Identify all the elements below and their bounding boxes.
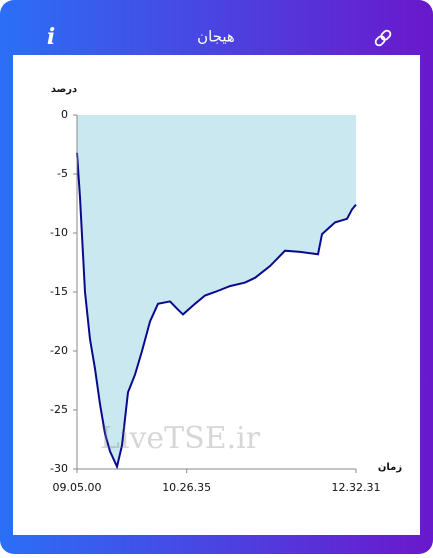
y-tick-label: 0: [61, 108, 68, 121]
y-tick-label: -5: [57, 167, 68, 180]
line: [76, 152, 357, 470]
y-tick-label: -15: [50, 285, 68, 298]
x-tick-label: 10.26.35: [162, 481, 211, 494]
x-tick-label: 09.05.00: [53, 481, 102, 494]
link-icon[interactable]: [374, 29, 392, 47]
y-tick-label: -10: [50, 226, 68, 239]
y-axis-label: درصد: [51, 84, 77, 95]
info-icon[interactable]: i: [47, 24, 55, 50]
watermark: LiveTSE.ir: [100, 421, 261, 456]
y-tick-label: -25: [50, 403, 68, 416]
y-tick-label: -20: [50, 344, 68, 357]
y-tick-label: -30: [50, 462, 68, 475]
x-axis-label: زمان: [378, 462, 402, 473]
header-title: هیجان: [197, 28, 235, 46]
x-tick-label: 12.32.31: [332, 481, 381, 494]
